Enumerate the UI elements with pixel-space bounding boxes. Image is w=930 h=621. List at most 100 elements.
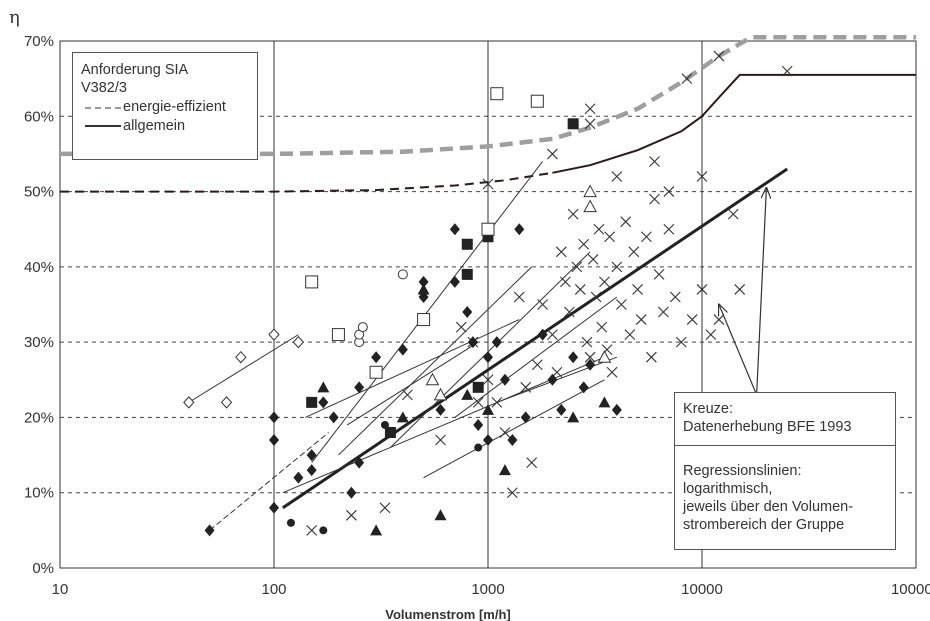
filled-square-marker (482, 231, 494, 243)
cross-marker (713, 314, 725, 325)
regression-line (390, 251, 591, 448)
filled-triangle-marker (482, 403, 494, 415)
cross-marker (604, 231, 615, 243)
annotation-arrow (719, 305, 758, 396)
y-tick-label: 10% (24, 485, 54, 502)
filled-circle-marker (319, 526, 328, 535)
filled-diamond-marker (293, 471, 304, 484)
x-tick-label: 10000 (681, 581, 723, 598)
open-triangle-marker (425, 372, 440, 386)
cross-marker (615, 299, 627, 310)
annotation-crosses: Kreuze: Datenerhebung BFE 1993 (674, 392, 896, 446)
legend: Anforderung SIA V382/3 energie-effizient… (72, 52, 258, 160)
filled-diamond-marker (491, 336, 502, 349)
cross-marker (645, 351, 657, 363)
filled-triangle-marker (498, 464, 511, 476)
filled-circle-marker (474, 443, 483, 452)
annotation-regression-line2: logarithmisch, (683, 481, 773, 497)
legend-title-line2: V382/3 (81, 80, 127, 96)
cross-marker (781, 65, 793, 77)
filled-diamond-marker (585, 358, 596, 371)
open-square-marker (305, 275, 319, 289)
cross-marker (593, 223, 605, 235)
regression-line (188, 334, 299, 403)
filled-triangle-marker (461, 388, 474, 400)
cross-marker (499, 427, 511, 438)
regression-line (311, 161, 544, 463)
filled-diamond-marker (483, 351, 493, 364)
legend-item-allgemein: allgemein (81, 117, 249, 135)
filled-diamond-marker (418, 275, 429, 288)
y-axis-symbol: η (9, 7, 20, 28)
cross-marker (681, 73, 693, 85)
annotation-regression-line3: jeweils über den Volumen- (683, 499, 854, 515)
filled-triangle-marker (417, 283, 430, 295)
open-square-marker (490, 87, 504, 101)
requirement-curve-solid-dark (552, 73, 916, 174)
cross-marker (606, 366, 618, 378)
filled-diamond-marker (556, 403, 567, 416)
annotation-crosses-line1: Kreuze: (683, 401, 733, 417)
filled-diamond-marker (611, 403, 622, 416)
regression-line (454, 296, 618, 418)
regression-line (347, 341, 479, 426)
cross-marker (578, 238, 590, 250)
cross-marker (624, 329, 636, 341)
cross-marker (649, 156, 660, 167)
filled-triangle-marker (567, 411, 580, 423)
cross-marker (506, 487, 518, 499)
filled-diamond-marker (269, 434, 279, 447)
cross-marker (590, 291, 602, 303)
cross-marker (663, 223, 675, 235)
cross-marker (306, 524, 318, 536)
cross-marker (632, 284, 643, 295)
filled-diamond-marker (328, 411, 339, 424)
annotation-crosses-line2: Datenerhebung BFE 1993 (683, 419, 852, 435)
open-square-marker (481, 222, 495, 236)
cross-marker (587, 253, 599, 265)
cross-marker (696, 284, 708, 295)
open-triangle-marker (433, 387, 448, 401)
x-tick-label: 10 (52, 581, 69, 598)
cross-marker (649, 193, 660, 205)
open-circle-marker (357, 322, 368, 333)
cross-marker (641, 231, 652, 243)
cross-marker (584, 118, 596, 130)
cross-marker (599, 276, 610, 288)
filled-diamond-marker (507, 434, 518, 447)
filled-diamond-marker (371, 351, 382, 364)
open-diamond-marker (220, 396, 233, 409)
annotation-arrow (756, 188, 767, 395)
cross-marker (560, 276, 571, 288)
filled-diamond-marker (467, 336, 478, 349)
filled-diamond-marker (499, 373, 510, 386)
filled-square-marker (567, 118, 579, 130)
cross-marker (653, 268, 665, 280)
filled-diamond-marker (547, 373, 558, 386)
y-tick-label: 0% (32, 560, 54, 577)
cross-marker (611, 171, 623, 182)
legend-item-energie-effizient: energie-effizient (81, 98, 249, 116)
cross-marker (574, 284, 586, 295)
cross-marker (657, 306, 669, 318)
cross-marker (472, 396, 484, 408)
cross-marker (401, 389, 413, 401)
cross-marker (435, 434, 446, 446)
filled-square-marker (306, 396, 318, 408)
cross-marker (635, 314, 647, 325)
cross-marker (537, 299, 549, 310)
open-diamond-marker (235, 350, 247, 364)
y-tick-label: 60% (24, 108, 54, 125)
filled-square-marker (472, 381, 484, 393)
cross-marker (491, 396, 503, 408)
cross-marker (547, 148, 558, 160)
legend-label-energie-effizient: energie-effizient (123, 99, 226, 115)
filled-diamond-marker (354, 456, 365, 469)
filled-diamond-marker (435, 403, 446, 416)
open-square-marker (369, 365, 383, 379)
cross-marker (567, 208, 579, 220)
cross-marker (531, 359, 543, 371)
regression-line (305, 319, 520, 418)
cross-marker (669, 291, 681, 303)
